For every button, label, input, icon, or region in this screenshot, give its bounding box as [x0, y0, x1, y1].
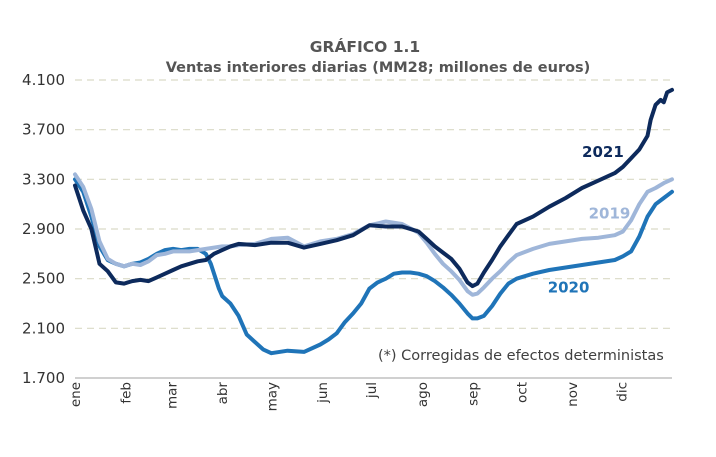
y-tick-label: 2.900	[22, 220, 65, 238]
series-label-2019: 2019	[589, 204, 631, 222]
x-tick-label: mar	[165, 382, 181, 409]
x-tick-label: may	[264, 382, 280, 411]
x-tick-label: jul	[364, 382, 380, 399]
chart-subtitle: Ventas interiores diarias (MM28; millone…	[166, 60, 591, 76]
chart-note: (*) Corregidas de efectos deterministas	[378, 348, 664, 364]
series-line-2019	[73, 172, 674, 297]
series-lines	[73, 87, 674, 356]
y-tick-label: 2.500	[22, 270, 65, 288]
x-tick-label: feb	[119, 382, 135, 404]
chart-title: GRÁFICO 1.1	[310, 37, 420, 56]
y-tick-label: 4.100	[22, 71, 65, 89]
series-line-2021	[73, 87, 674, 289]
x-tick-label: ene	[68, 382, 84, 407]
series-label-2021: 2021	[582, 143, 624, 161]
y-axis-ticks: 1.700 2.100 2.500 2.900 3.300 3.700 4.100	[22, 71, 65, 387]
x-tick-label: abr	[215, 382, 231, 405]
series-label-2020: 2020	[548, 278, 590, 296]
x-tick-label: dic	[614, 382, 630, 402]
x-tick-label: jun	[315, 382, 331, 404]
y-tick-label: 3.700	[22, 121, 65, 139]
series-line-2020	[73, 177, 674, 356]
x-tick-label: oct	[515, 382, 531, 403]
y-tick-label: 3.300	[22, 170, 65, 188]
grid-lines	[75, 79, 672, 329]
x-tick-label: nov	[565, 382, 581, 407]
x-tick-label: ago	[415, 382, 431, 407]
x-axis-ticks: ene feb mar abr may jun jul ago sep oct nov dic	[68, 382, 630, 412]
y-tick-label: 1.700	[22, 369, 65, 387]
y-tick-label: 2.100	[22, 319, 65, 337]
series-labels: 2021 2019 2020	[548, 143, 631, 296]
x-tick-label: sep	[465, 382, 481, 406]
